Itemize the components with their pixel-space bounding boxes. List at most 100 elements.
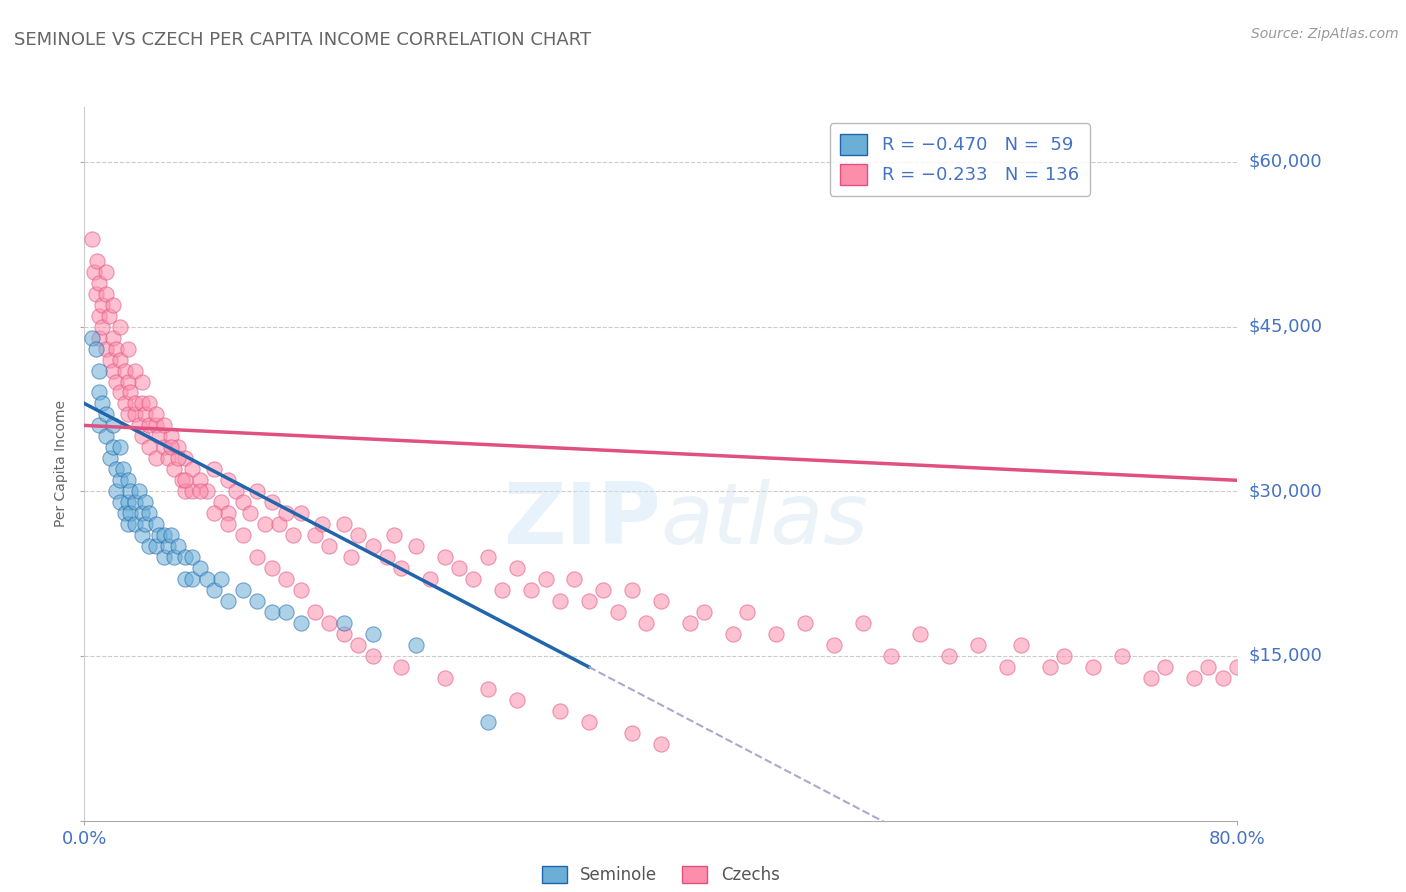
Point bbox=[332, 517, 354, 532]
Point bbox=[405, 539, 427, 553]
Point bbox=[188, 561, 211, 575]
Point bbox=[117, 408, 139, 422]
Point bbox=[80, 232, 103, 246]
Point bbox=[332, 615, 354, 630]
Point bbox=[167, 451, 190, 466]
Point bbox=[124, 517, 146, 532]
Point bbox=[1226, 660, 1249, 674]
Point bbox=[880, 648, 903, 663]
Point bbox=[86, 253, 108, 268]
Point bbox=[506, 561, 529, 575]
Point bbox=[94, 286, 117, 301]
Point bbox=[1197, 660, 1219, 674]
Point bbox=[145, 539, 167, 553]
Point bbox=[114, 363, 136, 377]
Point bbox=[131, 429, 153, 443]
Point bbox=[318, 539, 340, 553]
Point bbox=[202, 506, 225, 520]
Point bbox=[103, 330, 124, 344]
Point bbox=[721, 627, 744, 641]
Point bbox=[283, 528, 305, 542]
Point bbox=[145, 418, 167, 433]
Point bbox=[967, 638, 990, 652]
Point bbox=[134, 408, 156, 422]
Point bbox=[405, 638, 427, 652]
Point bbox=[174, 473, 197, 487]
Y-axis label: Per Capita Income: Per Capita Income bbox=[55, 401, 69, 527]
Point bbox=[1053, 648, 1076, 663]
Point bbox=[477, 550, 499, 565]
Point bbox=[239, 506, 262, 520]
Point bbox=[152, 528, 174, 542]
Point bbox=[463, 572, 485, 586]
Text: $15,000: $15,000 bbox=[1249, 647, 1322, 665]
Text: ZIP: ZIP bbox=[503, 479, 661, 563]
Point bbox=[84, 342, 107, 356]
Point bbox=[181, 572, 204, 586]
Point bbox=[361, 627, 384, 641]
Point bbox=[477, 714, 499, 729]
Point bbox=[433, 671, 456, 685]
Point bbox=[232, 528, 254, 542]
Point bbox=[1081, 660, 1104, 674]
Point bbox=[1182, 671, 1205, 685]
Point bbox=[260, 561, 283, 575]
Point bbox=[195, 572, 218, 586]
Point bbox=[105, 375, 128, 389]
Text: $30,000: $30,000 bbox=[1249, 483, 1322, 500]
Point bbox=[793, 615, 815, 630]
Point bbox=[138, 441, 160, 455]
Point bbox=[120, 484, 142, 499]
Point bbox=[765, 627, 787, 641]
Point bbox=[152, 441, 174, 455]
Point bbox=[304, 605, 326, 619]
Point bbox=[110, 473, 132, 487]
Point bbox=[621, 583, 644, 598]
Point bbox=[105, 342, 128, 356]
Point bbox=[318, 615, 340, 630]
Point bbox=[520, 583, 543, 598]
Point bbox=[124, 396, 146, 410]
Point bbox=[391, 561, 413, 575]
Legend: Seminole, Czechs: Seminole, Czechs bbox=[536, 859, 786, 891]
Point bbox=[128, 484, 150, 499]
Point bbox=[131, 396, 153, 410]
Point bbox=[447, 561, 470, 575]
Point bbox=[621, 726, 644, 740]
Point bbox=[232, 583, 254, 598]
Point bbox=[562, 572, 586, 586]
Point bbox=[304, 528, 326, 542]
Point bbox=[110, 352, 132, 367]
Point bbox=[152, 550, 174, 565]
Point bbox=[311, 517, 333, 532]
Point bbox=[209, 495, 232, 509]
Point bbox=[145, 408, 167, 422]
Point bbox=[578, 594, 600, 608]
Point bbox=[693, 605, 716, 619]
Point bbox=[148, 528, 170, 542]
Point bbox=[160, 441, 183, 455]
Point bbox=[419, 572, 441, 586]
Point bbox=[174, 484, 197, 499]
Point bbox=[90, 396, 112, 410]
Point bbox=[117, 473, 139, 487]
Point bbox=[606, 605, 628, 619]
Point bbox=[202, 462, 225, 476]
Point bbox=[181, 484, 204, 499]
Point bbox=[148, 429, 170, 443]
Point bbox=[908, 627, 931, 641]
Point bbox=[548, 704, 571, 718]
Point bbox=[131, 375, 153, 389]
Point bbox=[134, 517, 156, 532]
Point bbox=[160, 528, 183, 542]
Point bbox=[174, 550, 197, 565]
Point bbox=[534, 572, 557, 586]
Point bbox=[290, 615, 312, 630]
Point bbox=[83, 265, 105, 279]
Point bbox=[120, 385, 142, 400]
Point bbox=[94, 342, 117, 356]
Point bbox=[124, 363, 146, 377]
Point bbox=[163, 550, 186, 565]
Point bbox=[110, 495, 132, 509]
Point bbox=[274, 572, 298, 586]
